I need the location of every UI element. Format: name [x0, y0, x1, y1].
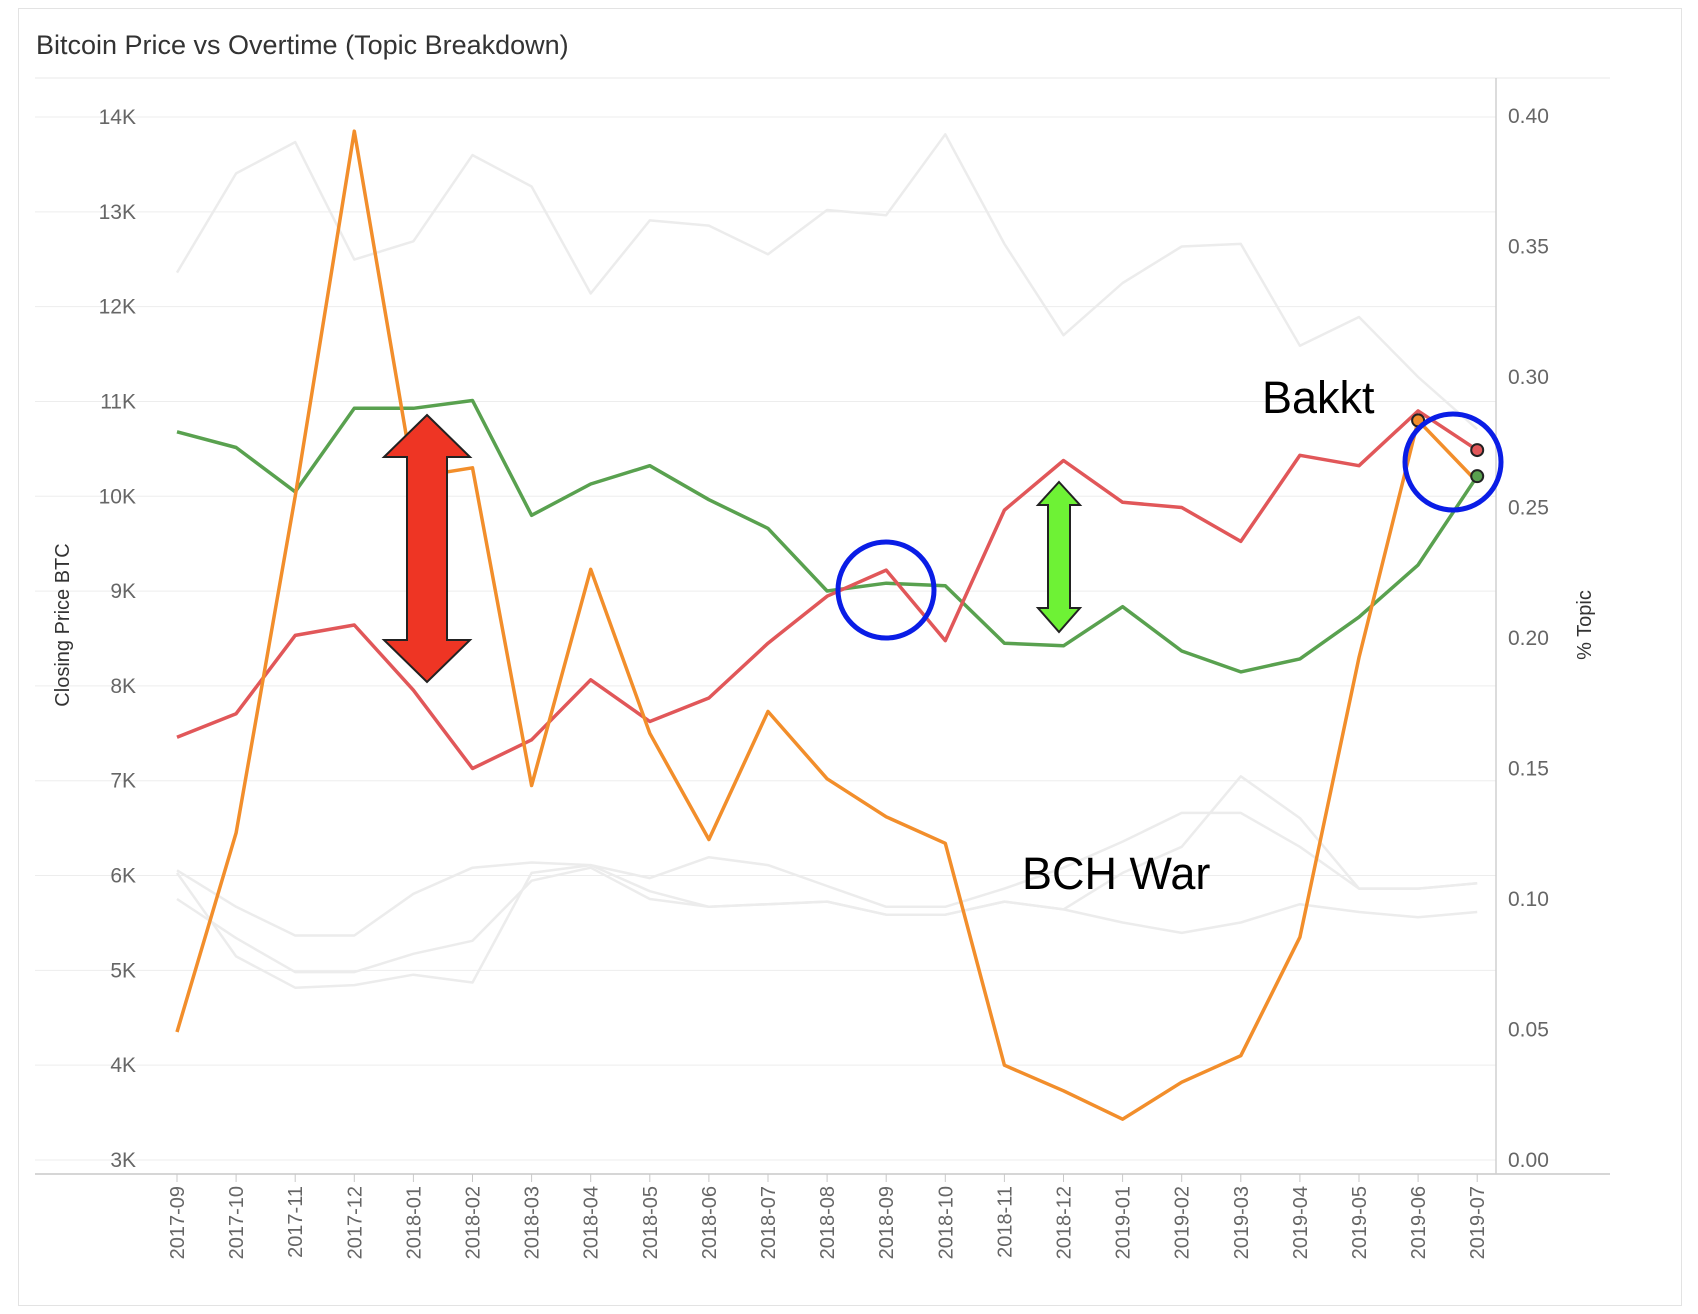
right-tick-label: 0.25 [1508, 497, 1549, 520]
right-tick-label: 0.10 [1508, 888, 1549, 911]
x-tick-label: 2018-07 [758, 1186, 780, 1259]
chart-title: Bitcoin Price vs Overtime (Topic Breakdo… [36, 30, 569, 60]
x-tick-label: 2017-12 [344, 1186, 366, 1259]
series-line [176, 866, 1478, 974]
x-tick-label: 2018-08 [817, 1186, 839, 1259]
x-tick-label: 2018-12 [1054, 1186, 1076, 1259]
x-tick-label: 2018-04 [581, 1186, 603, 1259]
x-tick-label: 2018-03 [522, 1186, 544, 1259]
x-axis-ticks: 2017-09 2017-10 2017-11 2017-12 2018-01 2018-… [167, 1174, 1489, 1259]
x-tick-label: 2019-02 [1172, 1186, 1194, 1259]
x-tick-label: 2019-03 [1231, 1186, 1253, 1259]
left-tick-label: 7K [110, 770, 136, 793]
x-tick-label: 2018-06 [699, 1186, 721, 1259]
left-tick-label: 8K [110, 675, 136, 698]
highlight-circle-2019-07 [1402, 411, 1504, 513]
highlight-circle-2018-09 [835, 539, 937, 641]
right-tick-label: 0.00 [1508, 1149, 1549, 1172]
right-tick-label: 0.40 [1508, 105, 1549, 128]
x-tick-label: 2019-01 [1113, 1186, 1135, 1259]
left-tick-label: 5K [110, 959, 136, 982]
right-tick-label: 0.15 [1508, 758, 1549, 781]
series-line [176, 398, 1479, 674]
left-tick-label: 6K [110, 865, 136, 888]
chart-frame [18, 8, 1682, 1306]
left-tick-label: 14K [99, 106, 136, 129]
data-point-marker [1470, 443, 1485, 458]
series-lines [175, 129, 1479, 1121]
x-tick-label: 2019-06 [1408, 1186, 1430, 1259]
x-tick-label: 2018-01 [403, 1186, 425, 1259]
series-line [175, 129, 1479, 1121]
red-double-arrow [381, 413, 473, 684]
left-tick-label: 3K [110, 1149, 136, 1172]
left-tick-label: 4K [110, 1054, 136, 1077]
x-tick-label: 2018-11 [994, 1186, 1016, 1258]
green-double-arrow [1035, 480, 1083, 634]
right-tick-label: 0.35 [1508, 236, 1549, 259]
left-tick-label: 13K [99, 201, 136, 224]
right-tick-label: 0.30 [1508, 366, 1549, 389]
x-tick-label: 2018-09 [876, 1186, 898, 1259]
annotation-bakkt: Bakkt [1262, 372, 1375, 423]
gridlines [35, 116, 1496, 1161]
x-tick-label: 2019-04 [1290, 1186, 1312, 1259]
series-line [175, 133, 1479, 431]
annotation-bch-war: BCH War [1022, 848, 1210, 899]
left-tick-label: 10K [99, 485, 136, 508]
left-tick-label: 9K [110, 580, 136, 603]
x-tick-label: 2019-05 [1349, 1186, 1371, 1259]
series-line [176, 811, 1478, 937]
series-line [176, 409, 1479, 771]
data-point-marker [1470, 469, 1485, 484]
end-markers [1411, 413, 1485, 484]
series-line [175, 775, 1478, 989]
x-tick-label: 2018-02 [463, 1186, 485, 1259]
left-tick-label: 12K [99, 296, 136, 319]
x-tick-label: 2018-05 [640, 1186, 662, 1259]
x-tick-label: 2017-11 [285, 1186, 307, 1258]
right-axis-title: % Topic [1574, 590, 1596, 660]
x-tick-label: 2017-10 [226, 1186, 248, 1259]
x-tick-label: 2017-09 [167, 1186, 189, 1259]
right-tick-label: 0.20 [1508, 627, 1549, 650]
right-tick-label: 0.05 [1508, 1019, 1549, 1042]
left-axis-title: Closing Price BTC [52, 543, 74, 706]
left-axis-ticks: 3K 4K 5K 6K 7K 8K 9K 10K 11K 12K 13K 14K [99, 106, 136, 1172]
x-tick-label: 2018-10 [935, 1186, 957, 1259]
left-tick-label: 11K [100, 390, 136, 413]
right-axis-ticks: 0.00 0.05 0.10 0.15 0.20 0.25 0.30 0.35 0.40 [1508, 105, 1549, 1172]
x-tick-label: 2019-07 [1467, 1186, 1489, 1259]
